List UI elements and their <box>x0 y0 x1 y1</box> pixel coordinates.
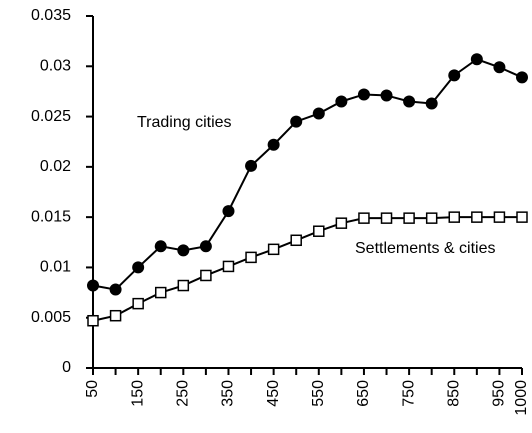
point <box>109 309 122 322</box>
point <box>380 212 393 224</box>
point <box>199 240 212 253</box>
point <box>516 71 528 84</box>
x-tick-label: 250 <box>175 380 192 407</box>
point <box>493 61 506 74</box>
point <box>380 89 393 102</box>
point <box>87 279 99 292</box>
point <box>290 115 303 128</box>
point <box>470 53 483 66</box>
point <box>290 234 302 247</box>
point <box>200 269 212 282</box>
point <box>245 159 258 172</box>
point <box>245 251 257 264</box>
point <box>516 211 528 223</box>
point <box>335 95 348 108</box>
x-tick-label: 350 <box>220 380 237 407</box>
point <box>222 260 235 273</box>
point <box>312 107 325 120</box>
x-tick-label: 550 <box>310 380 327 407</box>
point <box>87 314 99 327</box>
point <box>313 225 325 237</box>
point <box>267 138 280 151</box>
point <box>177 244 190 257</box>
y-tick-label: 0.035 <box>31 7 71 24</box>
point <box>471 211 483 223</box>
point <box>357 88 370 101</box>
x-tick-label: 150 <box>129 380 146 407</box>
point <box>335 217 348 229</box>
point <box>403 95 416 108</box>
y-tick-label: 0 <box>62 359 71 376</box>
point <box>154 286 167 299</box>
y-tick-label: 0.02 <box>40 158 71 175</box>
y-tick-label: 0.025 <box>31 108 71 125</box>
point <box>425 97 438 110</box>
point <box>154 240 167 253</box>
series-line <box>92 216 522 322</box>
point <box>448 211 461 223</box>
y-tick-label: 0.005 <box>31 309 71 326</box>
series-label: Settlements & cities <box>355 240 496 257</box>
point <box>493 211 506 223</box>
point <box>358 212 370 224</box>
x-tick-label: 450 <box>265 380 282 407</box>
point <box>109 283 122 296</box>
y-tick-label: 0.01 <box>40 259 71 276</box>
point <box>425 212 438 224</box>
x-tick-label: 1000 <box>513 380 530 416</box>
x-tick-label: 650 <box>355 380 372 407</box>
point <box>267 243 280 256</box>
x-tick-label: 850 <box>445 380 462 407</box>
series-label: Trading cities <box>137 114 232 131</box>
x-tick-label: 50 <box>84 380 101 398</box>
point <box>132 261 145 274</box>
point <box>177 279 190 292</box>
point <box>132 297 144 310</box>
point <box>403 212 415 224</box>
x-tick-label: 750 <box>400 380 417 407</box>
x-tick-label: 950 <box>491 380 508 407</box>
y-tick-label: 0.03 <box>40 58 71 75</box>
y-tick-label: 0.015 <box>31 208 71 225</box>
point <box>448 69 461 82</box>
point <box>222 205 235 218</box>
